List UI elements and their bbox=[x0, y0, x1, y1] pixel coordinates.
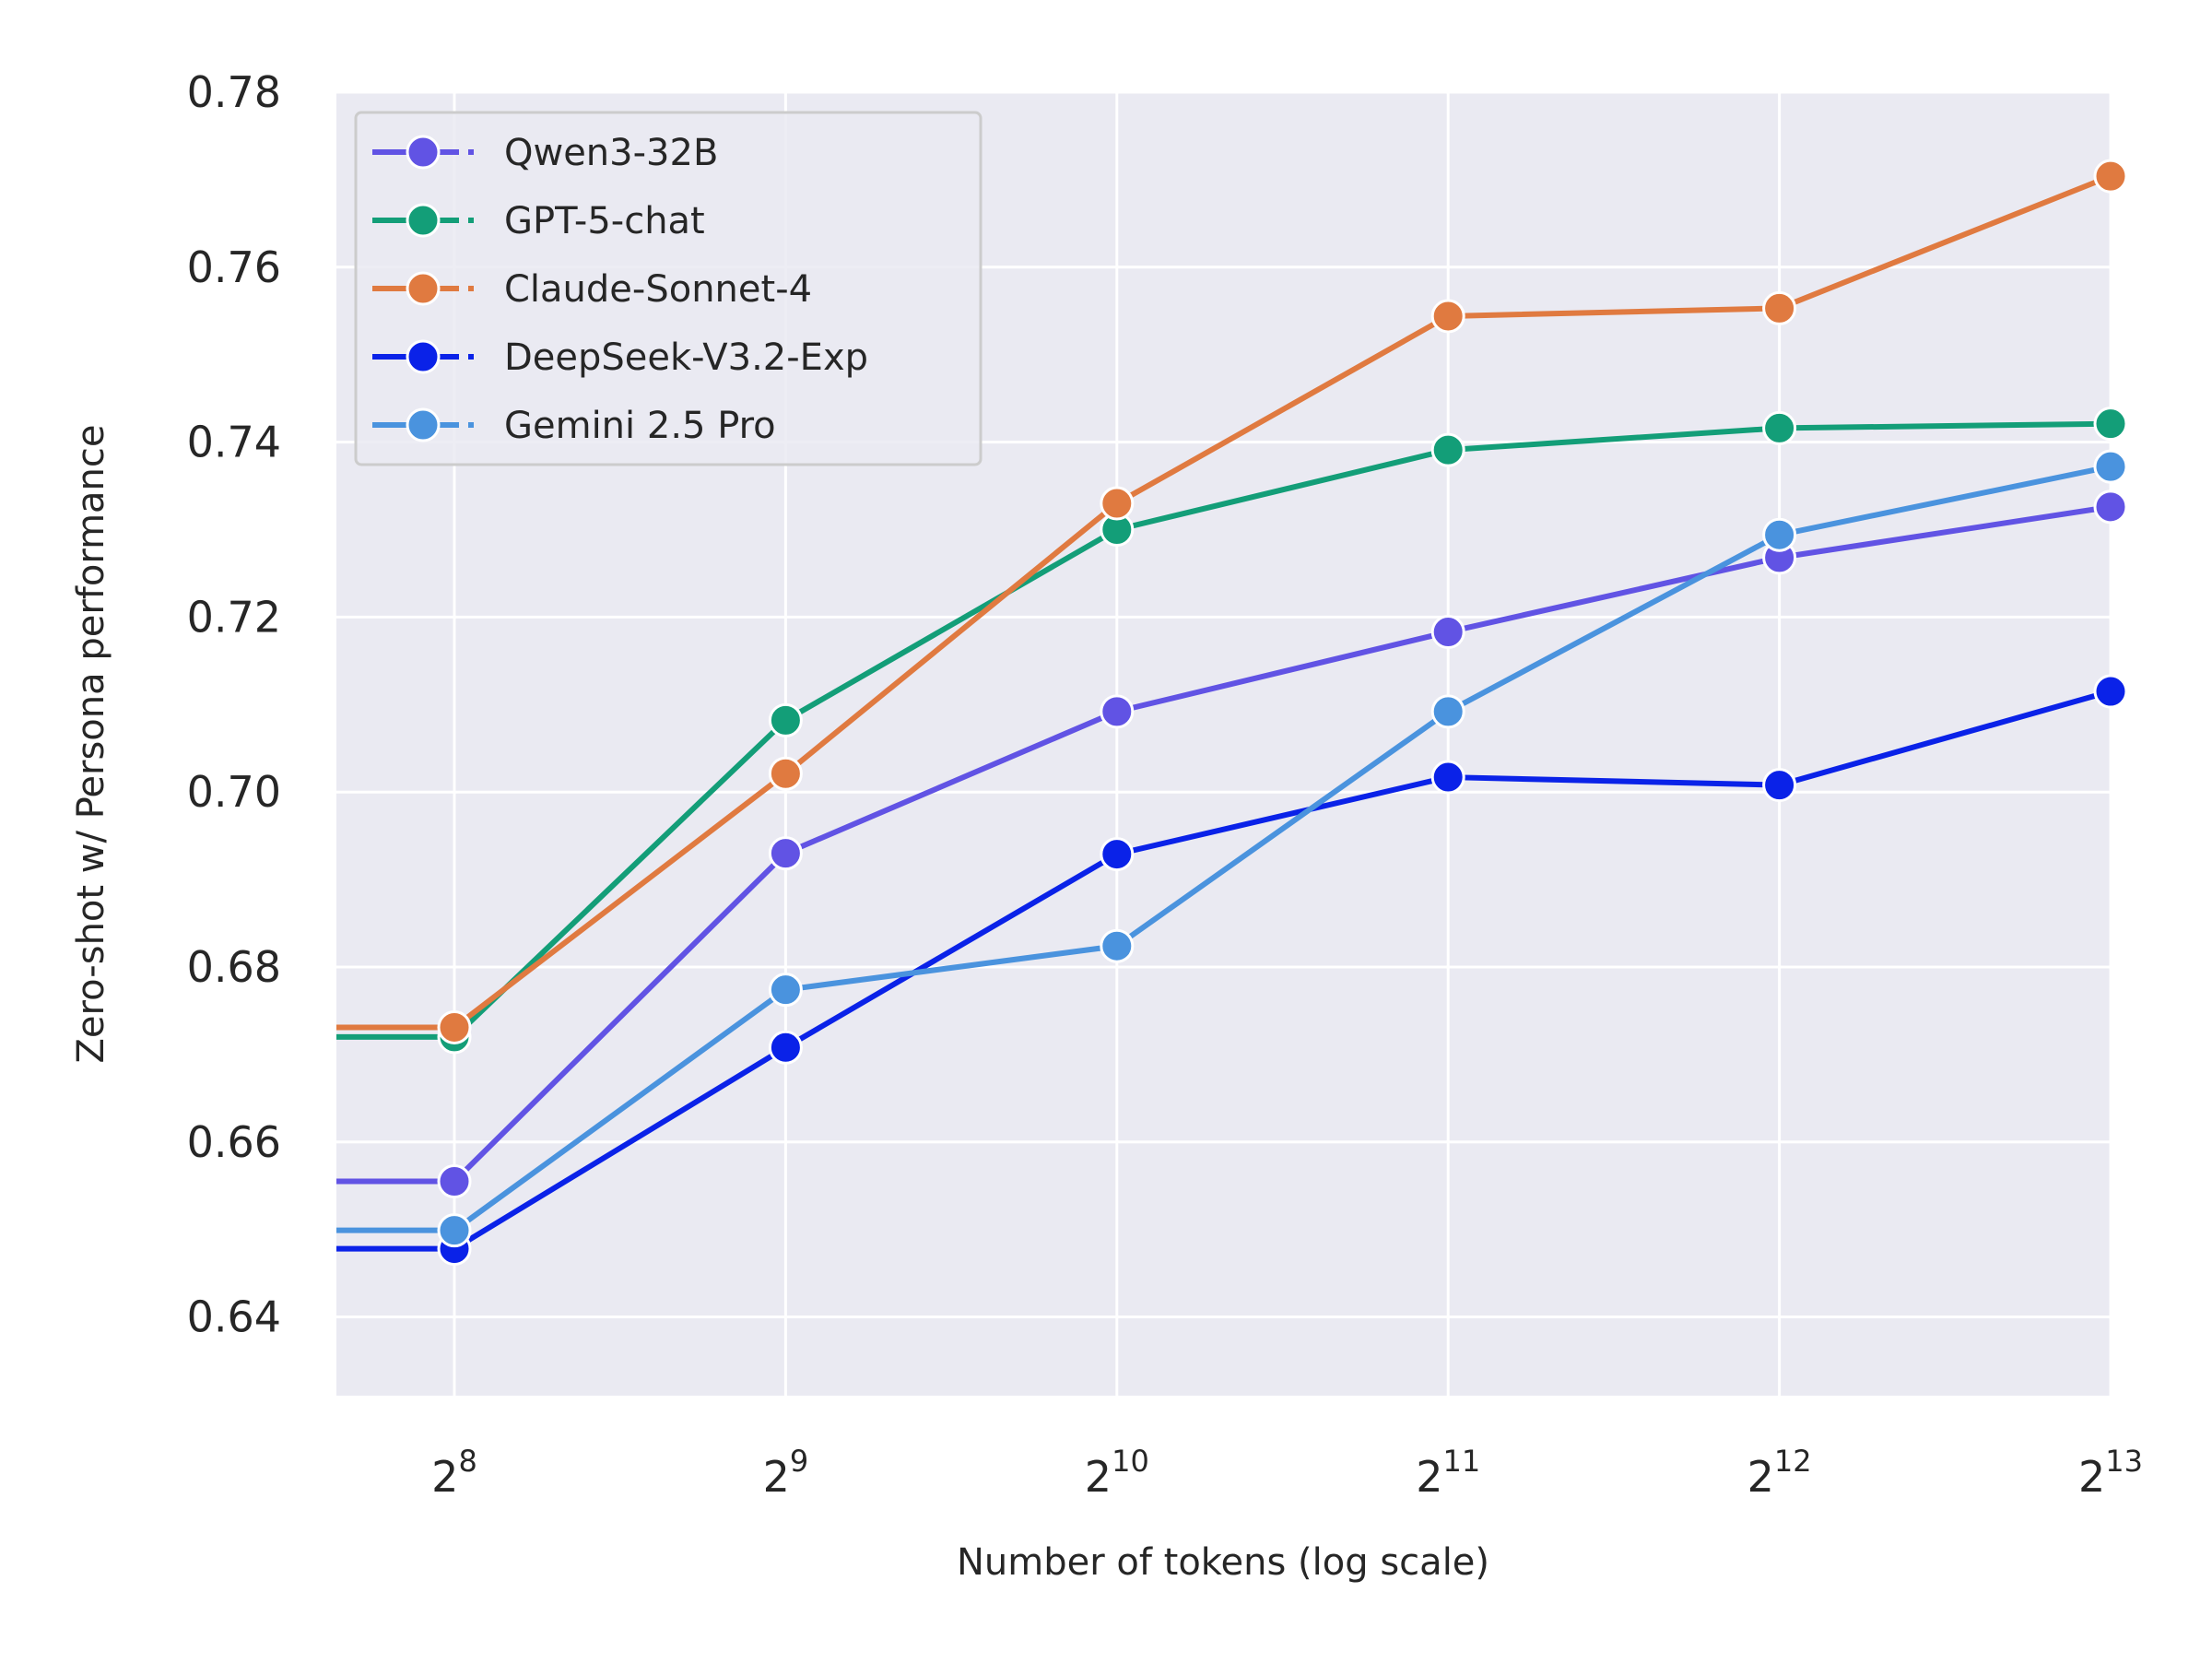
x-tick-base: 2 bbox=[431, 1452, 458, 1502]
x-tick-base: 2 bbox=[1747, 1452, 1774, 1502]
legend-label: DeepSeek-V3.2-Exp bbox=[504, 336, 868, 379]
legend-label: GPT-5-chat bbox=[504, 200, 705, 242]
data-point bbox=[768, 836, 803, 871]
data-point bbox=[1430, 615, 1465, 650]
data-point bbox=[1762, 410, 1797, 445]
data-point bbox=[1100, 928, 1135, 963]
legend-item: GPT-5-chat bbox=[372, 200, 705, 242]
x-tick-label: 211 bbox=[1416, 1444, 1480, 1502]
data-point bbox=[2093, 449, 2128, 484]
legend-frame bbox=[354, 111, 982, 466]
data-point bbox=[1762, 290, 1797, 325]
series-gemini-2-5-pro bbox=[336, 449, 2128, 1248]
data-point bbox=[1430, 760, 1465, 795]
y-tick-label: 0.68 bbox=[187, 942, 281, 992]
x-tick-label: 210 bbox=[1085, 1444, 1149, 1502]
data-point bbox=[768, 702, 803, 737]
x-tick-base: 2 bbox=[2078, 1452, 2105, 1502]
data-point bbox=[1430, 432, 1465, 467]
legend-item: Qwen3-32B bbox=[372, 132, 718, 174]
data-point bbox=[768, 973, 803, 1008]
x-tick-exponent: 8 bbox=[458, 1444, 477, 1479]
legend-marker bbox=[406, 271, 441, 306]
y-tick-label: 0.78 bbox=[187, 67, 281, 117]
x-tick-label: 29 bbox=[763, 1444, 809, 1502]
data-point bbox=[1100, 486, 1135, 521]
y-tick-label: 0.66 bbox=[187, 1117, 281, 1167]
x-tick-label: 213 bbox=[2078, 1444, 2143, 1502]
legend-label: Qwen3-32B bbox=[504, 132, 718, 174]
legend-label: Claude-Sonnet-4 bbox=[504, 268, 812, 311]
x-tick-exponent: 10 bbox=[1112, 1444, 1149, 1479]
y-axis-label: Zero-shot w/ Persona performance bbox=[70, 424, 112, 1063]
data-point bbox=[2093, 407, 2128, 442]
data-point bbox=[768, 756, 803, 791]
data-point bbox=[437, 1163, 472, 1198]
x-tick-exponent: 11 bbox=[1442, 1444, 1480, 1479]
series-deepseek-v3-2-exp bbox=[336, 674, 2128, 1267]
data-point bbox=[1100, 837, 1135, 872]
series-claude-sonnet-4 bbox=[336, 159, 2128, 1044]
legend-marker bbox=[406, 339, 441, 374]
x-axis-label: Number of tokens (log scale) bbox=[957, 1541, 1489, 1584]
data-point bbox=[768, 1030, 803, 1065]
legend-marker bbox=[406, 203, 441, 238]
x-tick-exponent: 9 bbox=[790, 1444, 808, 1479]
x-tick-base: 2 bbox=[1085, 1452, 1112, 1502]
data-point bbox=[2093, 674, 2128, 709]
legend-item: Claude-Sonnet-4 bbox=[372, 268, 812, 311]
data-point bbox=[1762, 517, 1797, 552]
x-tick-base: 2 bbox=[763, 1452, 790, 1502]
data-point bbox=[2093, 489, 2128, 525]
y-tick-label: 0.76 bbox=[187, 242, 281, 292]
legend: Qwen3-32B GPT-5-chat Claude-Sonnet-4 DeepSe… bbox=[354, 111, 982, 466]
x-tick-label: 212 bbox=[1747, 1444, 1812, 1502]
legend-item: Gemini 2.5 Pro bbox=[372, 405, 776, 447]
legend-marker bbox=[406, 135, 441, 170]
x-tick-exponent: 13 bbox=[2105, 1444, 2143, 1479]
x-tick-exponent: 12 bbox=[1774, 1444, 1812, 1479]
data-point bbox=[437, 1009, 472, 1044]
series-lines bbox=[336, 159, 2128, 1267]
data-point bbox=[1100, 694, 1135, 729]
data-point bbox=[1430, 299, 1465, 334]
y-tick-label: 0.70 bbox=[187, 767, 281, 817]
data-point bbox=[2093, 159, 2128, 194]
x-tick-label: 28 bbox=[431, 1444, 477, 1502]
x-tick-base: 2 bbox=[1416, 1452, 1442, 1502]
data-point bbox=[437, 1213, 472, 1248]
y-tick-label: 0.72 bbox=[187, 592, 281, 642]
legend-label: Gemini 2.5 Pro bbox=[504, 405, 776, 447]
data-point bbox=[1762, 768, 1797, 803]
legend-item: DeepSeek-V3.2-Exp bbox=[372, 336, 868, 379]
legend-marker bbox=[406, 407, 441, 442]
data-point bbox=[1430, 694, 1465, 729]
y-tick-label: 0.64 bbox=[187, 1292, 281, 1342]
y-tick-label: 0.74 bbox=[187, 418, 281, 467]
